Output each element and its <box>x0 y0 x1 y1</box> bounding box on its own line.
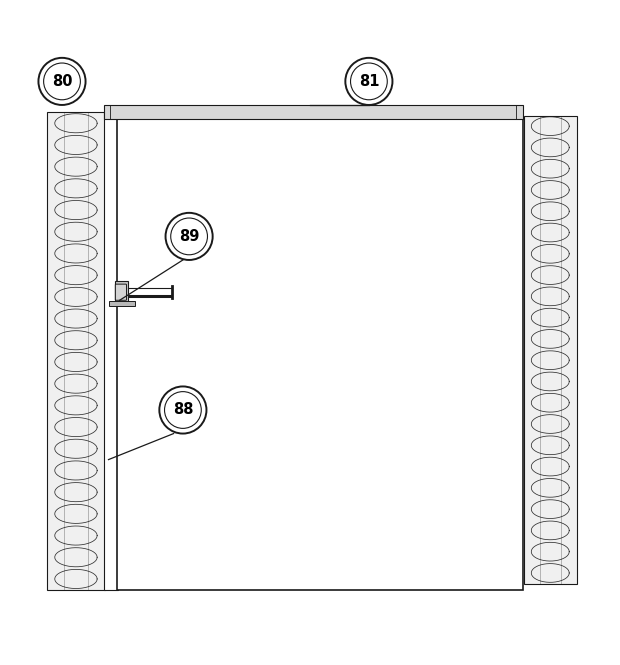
Text: 89: 89 <box>179 229 199 244</box>
Text: 88: 88 <box>172 402 193 418</box>
Bar <box>115 281 128 303</box>
Bar <box>104 112 118 590</box>
Circle shape <box>170 218 208 255</box>
Bar <box>46 112 105 590</box>
Bar <box>117 112 523 590</box>
Bar <box>524 116 577 584</box>
Circle shape <box>164 392 202 428</box>
Bar <box>104 105 523 118</box>
Text: eReplacementParts.com: eReplacementParts.com <box>200 339 420 357</box>
Circle shape <box>159 386 206 434</box>
Bar <box>108 301 135 306</box>
Text: 80: 80 <box>51 74 73 89</box>
Circle shape <box>166 213 213 260</box>
Text: 81: 81 <box>358 74 379 89</box>
Circle shape <box>345 58 392 105</box>
Circle shape <box>350 63 388 100</box>
Circle shape <box>38 58 86 105</box>
Circle shape <box>43 63 81 100</box>
FancyBboxPatch shape <box>115 284 126 301</box>
